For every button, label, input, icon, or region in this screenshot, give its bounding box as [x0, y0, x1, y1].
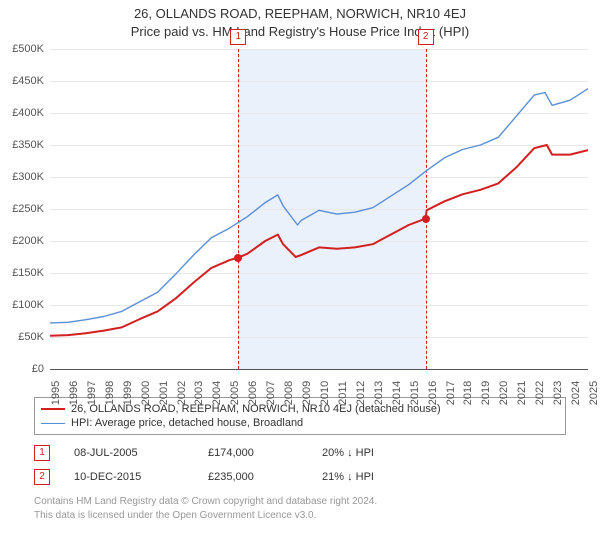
legend-swatch — [41, 423, 65, 424]
sales-row: 2 10-DEC-2015 £235,000 21% ↓ HPI — [34, 465, 566, 489]
y-tick-label: £450K — [12, 75, 44, 87]
y-tick-label: £250K — [12, 203, 44, 215]
chart-area: £0£50K£100K£150K£200K£250K£300K£350K£400… — [50, 49, 588, 389]
sale-marker-box: 2 — [418, 29, 434, 45]
sales-date: 08-JUL-2005 — [74, 447, 184, 459]
plot-region: £0£50K£100K£150K£200K£250K£300K£350K£400… — [50, 49, 588, 369]
chart-title-line1: 26, OLLANDS ROAD, REEPHAM, NORWICH, NR10… — [0, 6, 600, 21]
sales-table: 1 08-JUL-2005 £174,000 20% ↓ HPI 2 10-DEC-201… — [34, 441, 566, 489]
sales-price: £174,000 — [208, 447, 298, 459]
sales-delta: 20% ↓ HPI — [322, 447, 374, 459]
footer-attribution: Contains HM Land Registry data © Crown c… — [34, 495, 566, 522]
sales-price: £235,000 — [208, 471, 298, 483]
sales-marker: 1 — [34, 445, 50, 461]
y-tick-label: £400K — [12, 107, 44, 119]
legend-swatch — [41, 408, 65, 410]
chart-title-line2: Price paid vs. HM Land Registry's House … — [0, 24, 600, 39]
series-hpi — [50, 89, 588, 323]
series-svg — [50, 49, 588, 369]
y-tick-label: £500K — [12, 43, 44, 55]
y-tick-label: £350K — [12, 139, 44, 151]
legend-item: HPI: Average price, detached house, Broa… — [41, 416, 559, 430]
y-tick-label: £100K — [12, 299, 44, 311]
y-tick-label: £300K — [12, 171, 44, 183]
y-tick-label: £200K — [12, 235, 44, 247]
sale-point-dot — [422, 215, 430, 223]
footer-line2: This data is licensed under the Open Gov… — [34, 509, 566, 523]
sales-row: 1 08-JUL-2005 £174,000 20% ↓ HPI — [34, 441, 566, 465]
y-tick-label: £50K — [18, 331, 44, 343]
footer-line1: Contains HM Land Registry data © Crown c… — [34, 495, 566, 509]
title-block: 26, OLLANDS ROAD, REEPHAM, NORWICH, NR10… — [0, 0, 600, 39]
y-tick-label: £0 — [32, 363, 44, 375]
y-tick-label: £150K — [12, 267, 44, 279]
legend-label: HPI: Average price, detached house, Broa… — [71, 417, 303, 429]
x-axis: 1995199619971998199920002001200220032004… — [50, 369, 588, 389]
page-root: 26, OLLANDS ROAD, REEPHAM, NORWICH, NR10… — [0, 0, 600, 522]
sales-marker: 2 — [34, 469, 50, 485]
sales-delta: 21% ↓ HPI — [322, 471, 374, 483]
sale-marker-box: 1 — [230, 29, 246, 45]
sale-point-dot — [234, 254, 242, 262]
sales-date: 10-DEC-2015 — [74, 471, 184, 483]
